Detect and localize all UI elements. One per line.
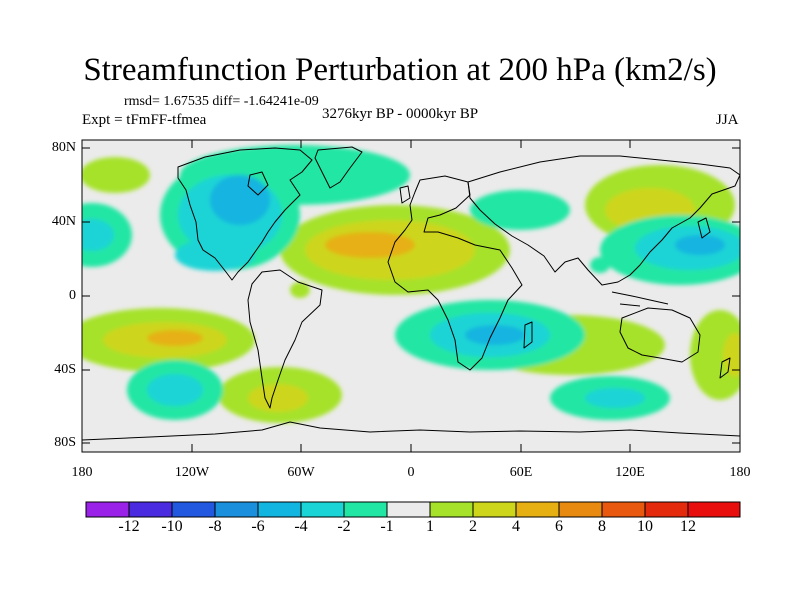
- madagascar: [523, 321, 533, 349]
- asia-coast: [467, 155, 740, 286]
- south-america-coast: [247, 269, 323, 409]
- lat-label: 80S: [54, 435, 76, 450]
- colorbar-label: 4: [512, 518, 520, 535]
- period-label: 3276kyr BP - 0000kyr BP: [322, 106, 479, 122]
- lon-label: 60E: [509, 465, 533, 480]
- hudson-bay: [247, 171, 269, 196]
- high-north-east-pacific: [82, 157, 150, 193]
- australia-coast: [619, 307, 701, 363]
- low-north-america-tail: [175, 239, 255, 271]
- north-america-coast: [177, 147, 313, 281]
- low-north-america-core: [210, 175, 270, 225]
- colorbar-label: -6: [251, 518, 265, 535]
- colorbar-bin: [644, 501, 689, 518]
- colorbar-label: 1: [426, 518, 434, 535]
- new-zealand: [719, 357, 731, 379]
- high-south-west-pacific-core: [723, 333, 740, 377]
- colorbar-bin: [558, 501, 603, 518]
- contour-field: [82, 140, 740, 452]
- stats-line: rmsd= 1.67535 diff= -1.64241e-09: [124, 94, 319, 109]
- lon-label: 0: [407, 465, 415, 480]
- colorbar-label: 8: [598, 518, 606, 535]
- lon-label: 60W: [287, 465, 315, 480]
- lon-ticks: [81, 140, 741, 452]
- colorbar-bin: [257, 501, 302, 518]
- lat-ticks: [82, 147, 740, 444]
- high-north-africa-peak: [325, 232, 415, 258]
- lon-label: 120E: [615, 465, 645, 480]
- lat-label: 0: [69, 288, 76, 303]
- high-south-america-core: [248, 384, 308, 412]
- colorbar-bin: [687, 501, 741, 518]
- low-south-pacific-core: [147, 374, 203, 406]
- season-label: JJA: [716, 112, 739, 128]
- colorbar: [85, 501, 741, 518]
- colorbar-bin: [300, 501, 345, 518]
- japan: [697, 217, 711, 239]
- colorbar-label: -1: [380, 518, 394, 535]
- low-hawaii-core: [82, 219, 114, 251]
- british-isles: [399, 185, 411, 204]
- colorbar-label: -8: [208, 518, 222, 535]
- colorbar-bin: [429, 501, 474, 518]
- lat-label: 40S: [54, 362, 76, 377]
- low-west-pacific-core: [675, 235, 725, 255]
- high-atlantic-small: [290, 282, 310, 298]
- colorbar-label: -2: [337, 518, 351, 535]
- colorbar-bin: [85, 501, 130, 518]
- lat-label: 40N: [51, 214, 76, 229]
- colorbar-bin: [515, 501, 560, 518]
- colorbar-bin: [214, 501, 259, 518]
- map-title: Streamfunction Perturbation at 200 hPa (…: [83, 52, 717, 88]
- colorbar-label: 6: [555, 518, 563, 535]
- colorbar-bin: [601, 501, 646, 518]
- lon-label: 180: [71, 465, 93, 480]
- colorbar-label: 2: [469, 518, 477, 535]
- lat-label: 80N: [51, 140, 76, 155]
- colorbar-label: -10: [161, 518, 183, 535]
- lon-label: 120W: [174, 465, 210, 480]
- colorbar-label: 12: [680, 518, 696, 535]
- colorbar-label: -4: [294, 518, 308, 535]
- experiment-label: Expt = tFmFF-tfmea: [82, 112, 207, 128]
- colorbar-bin: [343, 501, 388, 518]
- colorbar-label: 10: [637, 518, 653, 535]
- colorbar-bin: [472, 501, 517, 518]
- colorbar-bin: [128, 501, 173, 518]
- low-india-small: [590, 257, 610, 273]
- high-south-pacific-peak: [147, 330, 203, 346]
- high-south-west-pacific: [690, 310, 740, 400]
- lon-label: 180: [729, 465, 751, 480]
- low-middle-east: [470, 190, 570, 230]
- colorbar-bin: [386, 501, 431, 518]
- greenland: [314, 146, 363, 189]
- low-south-africa-core: [465, 325, 525, 345]
- indonesia: [611, 291, 669, 307]
- low-southern-ocean-core: [585, 388, 645, 408]
- antarctica-coast: [82, 421, 740, 441]
- colorbar-bin: [171, 501, 216, 518]
- coastlines: [82, 146, 740, 441]
- europe-africa-coast: [387, 175, 523, 371]
- colorbar-label: -12: [118, 518, 140, 535]
